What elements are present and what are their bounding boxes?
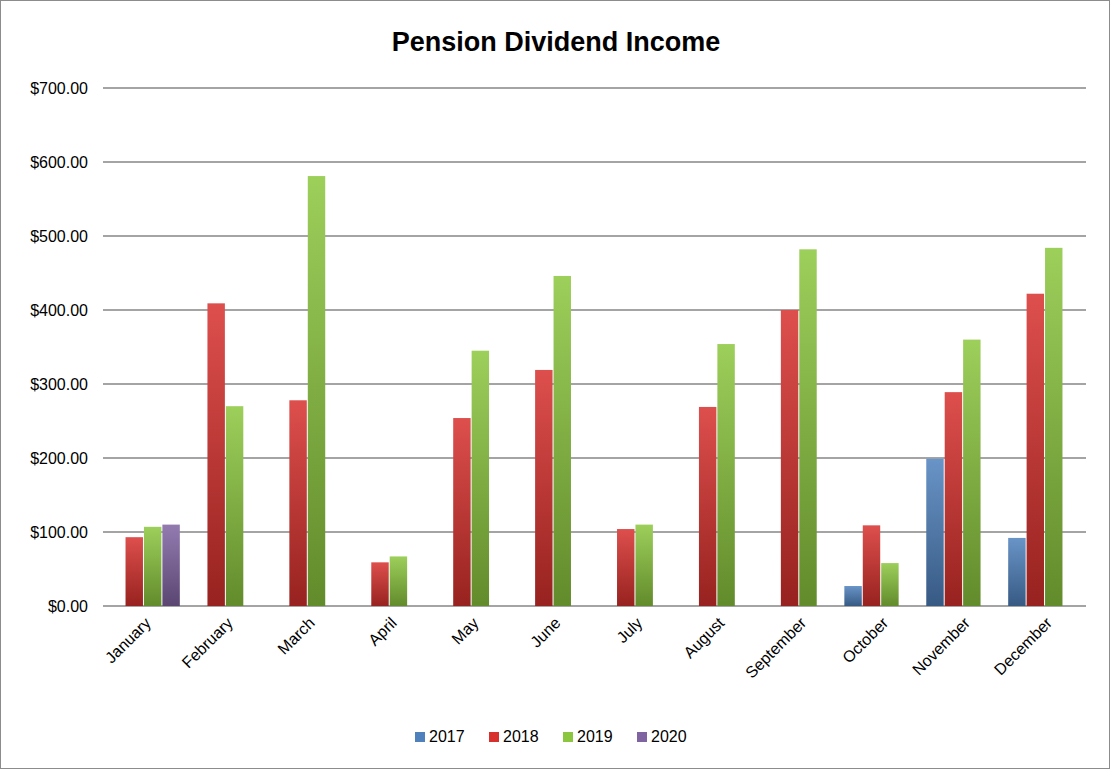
x-tick-label: February [179,614,236,671]
bar [390,556,407,606]
legend-label: 2017 [429,728,465,745]
bar [371,562,388,606]
grid-line [103,457,1086,459]
bar [308,176,325,606]
bar [126,537,143,606]
legend: 2017 2018 2019 2020 [415,728,687,745]
x-tick-label: June [527,614,564,651]
legend-swatch [637,732,647,742]
x-tick-label: October [839,614,892,667]
bar [717,344,734,606]
x-tick-label: September [742,614,810,682]
bar [863,525,880,606]
y-tick-label: $100.00 [30,524,88,541]
legend-label: 2018 [503,728,539,745]
bar [926,459,943,606]
chart-border [1,1,1110,769]
bar [144,527,161,606]
bar [472,351,489,606]
legend-label: 2019 [577,728,613,745]
chart: Pension Dividend Income $0.00 $100.00 $200.… [0,0,1110,769]
legend-swatch [563,732,573,742]
x-tick-label: March [274,614,317,657]
chart-title: Pension Dividend Income [392,27,721,57]
x-tick-label: April [365,614,400,649]
y-tick-label: $0.00 [48,598,88,615]
bar [781,310,798,606]
bar [207,303,224,606]
bar [799,249,816,606]
x-tick-label: December [991,614,1056,679]
bar [617,529,634,606]
bar [1008,538,1025,606]
grid-line [103,161,1086,163]
y-tick-label: $300.00 [30,376,88,393]
bar [289,400,306,606]
bar [699,407,716,606]
grid-line [103,87,1086,89]
x-tick-label: July [613,614,645,646]
x-tick-label: November [909,614,974,679]
legend-swatch [489,732,499,742]
bar [1027,294,1044,606]
y-tick-label: $400.00 [30,302,88,319]
x-tick-label: August [680,614,728,662]
bar [963,340,980,606]
grid-line [103,383,1086,385]
bar [1045,248,1062,606]
x-tick-label: January [102,614,154,666]
y-tick-label: $700.00 [30,80,88,97]
bar [162,525,179,606]
y-tick-label: $500.00 [30,228,88,245]
bar [226,406,243,606]
bar [881,563,898,606]
grid-line [103,235,1086,237]
y-tick-label: $600.00 [30,154,88,171]
legend-swatch [415,732,425,742]
y-tick-label: $200.00 [30,450,88,467]
bar [535,370,552,606]
grid-line [103,309,1086,311]
bar [554,276,571,606]
bars [126,176,1063,606]
legend-label: 2020 [651,728,687,745]
bar [945,392,962,606]
x-tick-label: May [448,614,481,647]
bar [844,586,861,606]
bar [453,418,470,606]
grid [103,88,1086,606]
bar [635,525,652,606]
